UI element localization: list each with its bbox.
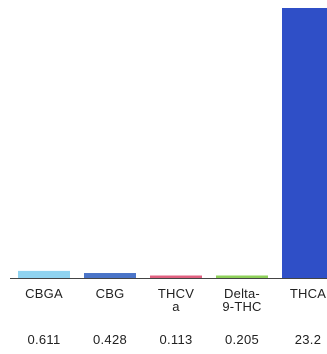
category-label: THCV a bbox=[157, 286, 195, 314]
bar-thca bbox=[282, 8, 327, 278]
bar-cbg bbox=[84, 273, 136, 278]
bar-delta-9-thc bbox=[216, 275, 268, 278]
value-label: 23.2 bbox=[294, 332, 322, 347]
category-label: CBGA bbox=[25, 286, 63, 301]
category-label: THCA bbox=[289, 286, 327, 301]
bar-cbga bbox=[18, 270, 70, 278]
category-label: Delta- 9-THC bbox=[222, 286, 262, 314]
value-label: 0.428 bbox=[92, 332, 128, 347]
value-label: 0.611 bbox=[27, 332, 61, 347]
value-label: 0.205 bbox=[224, 332, 260, 347]
bar-thcva bbox=[150, 275, 202, 278]
category-label: CBG bbox=[95, 286, 125, 301]
value-label: 0.113 bbox=[159, 332, 193, 347]
